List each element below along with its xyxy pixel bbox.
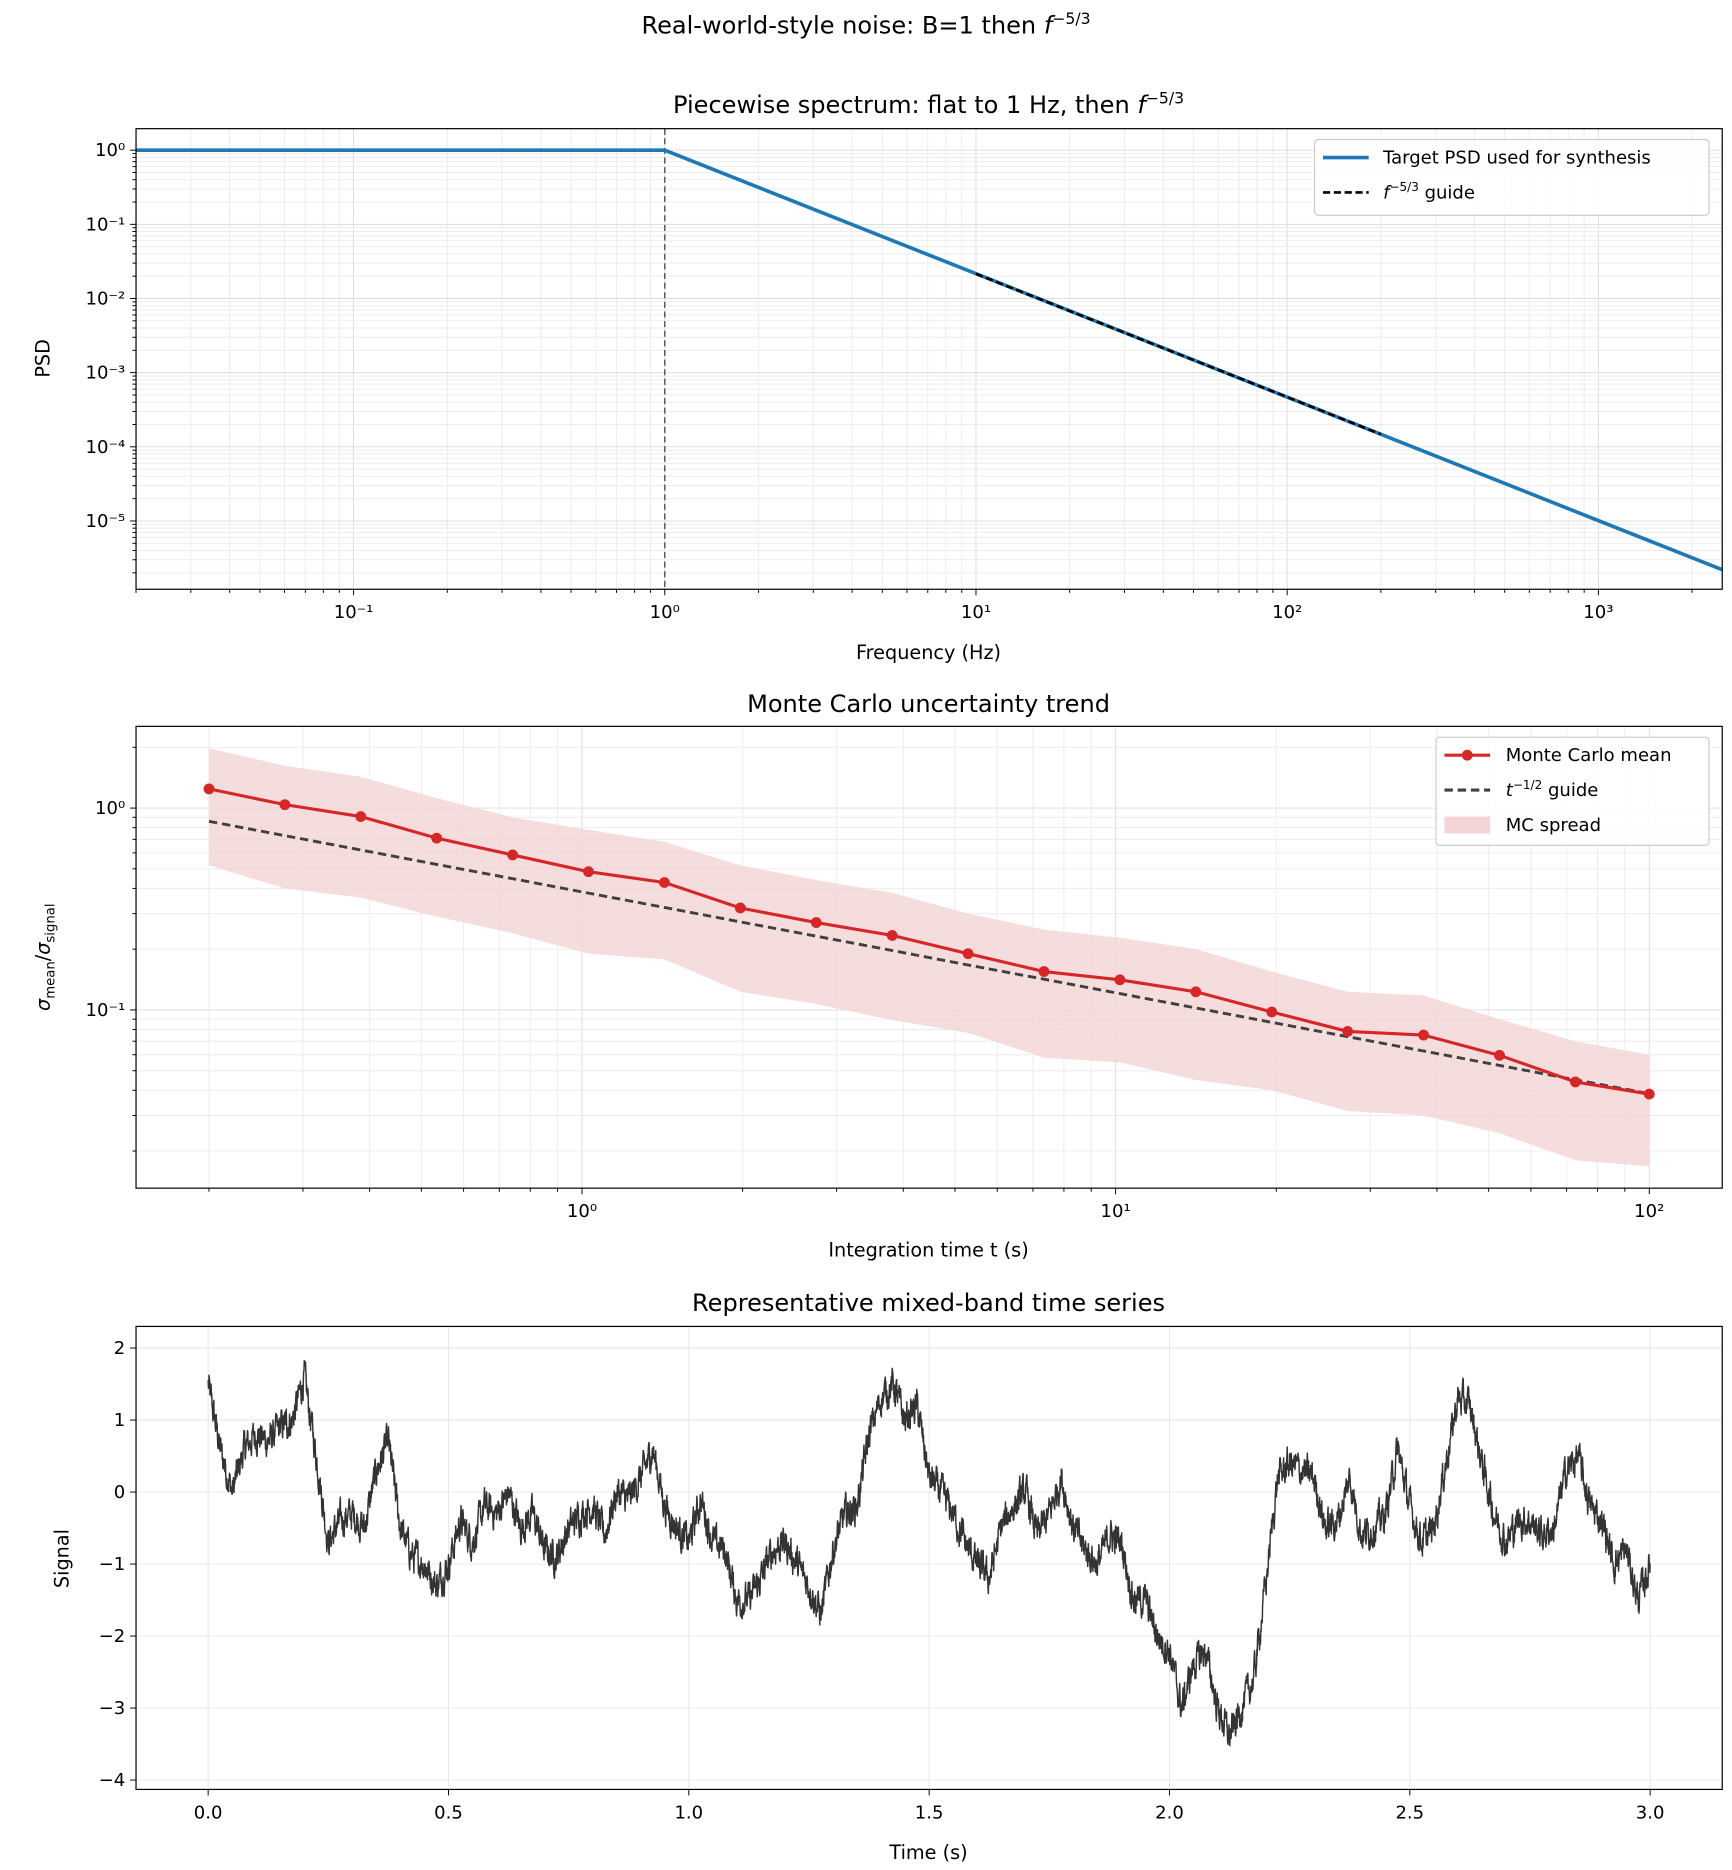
y-tick-label: 10⁻¹ [86, 1000, 126, 1021]
legend-label: t−1/2 guide [1506, 778, 1599, 801]
legend: Monte Carlo mean t−1/2 guide MC spread [1435, 736, 1710, 847]
x-tick-label: 10⁰ [650, 602, 680, 623]
y-tick-label: 0 [114, 1482, 125, 1503]
mc-mean-point [1569, 1076, 1581, 1088]
y-tick-label: 10⁻¹ [86, 214, 126, 235]
psd-ylabel: PSD [31, 339, 54, 378]
y-tick-label: 10⁻³ [86, 363, 126, 384]
mc-mean-point [659, 877, 670, 888]
grid [136, 1326, 1723, 1790]
legend: Target PSD used for synthesis f−5/3 guide [1313, 138, 1710, 216]
mc-mean-point [1494, 1049, 1505, 1061]
x-tick-label: 10⁻¹ [334, 602, 374, 623]
mc-mean-point [355, 811, 367, 822]
mc-mean-point [810, 917, 822, 928]
mc-mean-point [1643, 1088, 1655, 1100]
x-tick-label: 10⁰ [567, 1201, 597, 1222]
mc-mean-point [1418, 1029, 1429, 1041]
timeseries-panel: Representative mixed-band time series Ti… [51, 1289, 1723, 1864]
y-tick-label: −4 [99, 1770, 126, 1791]
x-tick-label: 2.0 [1155, 1802, 1184, 1823]
mc-mean-point [583, 866, 594, 878]
x-tick-label: 0.0 [194, 1802, 223, 1823]
mc-panel: Monte Carlo uncertainty trend Integratio… [31, 690, 1723, 1262]
mc-mean-point [886, 930, 898, 941]
mc-mean-point [962, 948, 974, 960]
mc-mean-point [1266, 1006, 1278, 1018]
x-tick-label: 2.5 [1395, 1802, 1424, 1823]
mc-ylabel: σmean/σsignal [31, 903, 58, 1011]
ts-ylabel: Signal [51, 1529, 74, 1588]
mc-mean-point [1342, 1025, 1354, 1037]
y-tick-label: −3 [99, 1698, 126, 1719]
psd-title: Piecewise spectrum: flat to 1 Hz, then f… [673, 88, 1184, 119]
mc-mean-point [1190, 986, 1202, 998]
y-tick-label: −2 [99, 1626, 126, 1647]
axes-frame [135, 1325, 1723, 1791]
y-tick-label: 10⁻² [86, 289, 126, 310]
signal-trace [207, 1359, 1651, 1747]
y-tick-label: 10⁻⁴ [86, 437, 126, 458]
legend-marker [1461, 749, 1473, 761]
axes-frame [135, 128, 1723, 590]
ts-title: Representative mixed-band time series [692, 1289, 1165, 1317]
x-tick-label: 10¹ [961, 602, 991, 623]
mc-mean-point [507, 849, 519, 861]
mc-mean-line [208, 787, 1650, 1096]
suptitle: Real-world-style noise: B=1 then f−5/3 [641, 9, 1090, 40]
mc-mean-point [734, 902, 746, 914]
y-tick-label: 10⁰ [95, 140, 125, 161]
legend-label: f−5/3 guide [1383, 180, 1475, 203]
x-tick-label: 0.5 [434, 1802, 463, 1823]
mc-title: Monte Carlo uncertainty trend [747, 690, 1110, 718]
mc-xlabel: Integration time t (s) [828, 1239, 1028, 1262]
f-guide-line [975, 272, 1382, 436]
x-tick-label: 10² [1272, 602, 1302, 623]
legend-swatch [1444, 816, 1491, 834]
legend-label: Target PSD used for synthesis [1382, 148, 1651, 169]
y-tick-label: 1 [114, 1410, 125, 1431]
x-tick-label: 10³ [1583, 602, 1613, 623]
y-tick-label: 10⁻⁵ [86, 511, 126, 532]
x-tick-label: 10² [1634, 1201, 1664, 1222]
mc-mean-point [431, 832, 443, 844]
x-tick-label: 1.5 [915, 1802, 944, 1823]
ts-xlabel: Time (s) [888, 1841, 967, 1864]
y-tick-label: 2 [114, 1338, 125, 1359]
legend-box [1435, 736, 1710, 847]
x-tick-label: 1.0 [674, 1802, 703, 1823]
x-tick-label: 10¹ [1101, 1201, 1131, 1222]
mc-mean-point [1038, 966, 1050, 977]
mc-mean-point [203, 783, 215, 795]
mc-mean-point [279, 799, 291, 811]
psd-xlabel: Frequency (Hz) [856, 641, 1001, 664]
legend-box [1313, 138, 1710, 216]
legend-label: MC spread [1506, 815, 1601, 836]
y-tick-label: 10⁰ [95, 798, 125, 819]
mc-mean-point [1114, 974, 1126, 986]
x-tick-label: 3.0 [1636, 1802, 1665, 1823]
y-tick-label: −1 [99, 1554, 126, 1575]
axes-frame [135, 725, 1723, 1189]
psd-panel: Piecewise spectrum: flat to 1 Hz, then f… [31, 88, 1723, 664]
legend-label: Monte Carlo mean [1506, 745, 1672, 766]
t-guide-line [208, 819, 1650, 1096]
